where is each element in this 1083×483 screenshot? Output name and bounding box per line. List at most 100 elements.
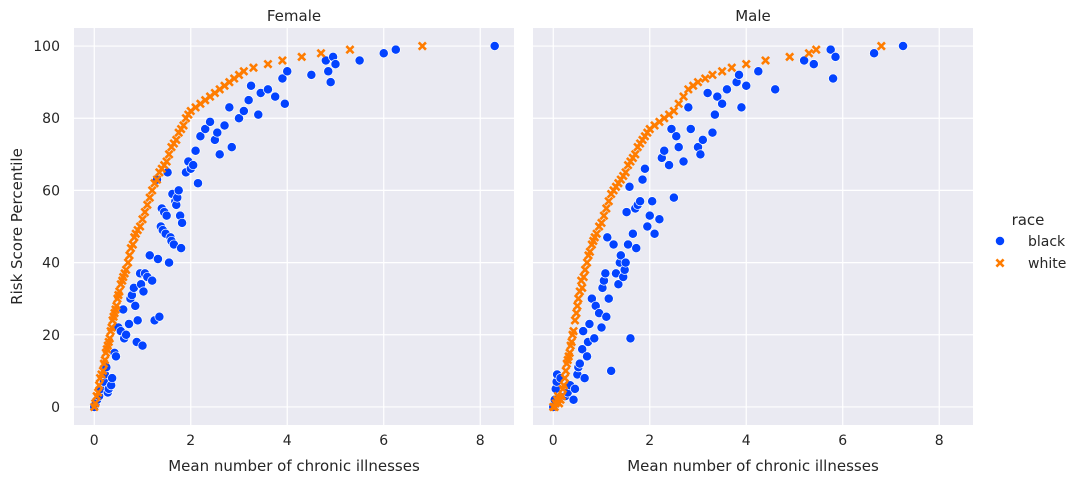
x-tick-label: 8 <box>476 433 485 449</box>
data-point-black <box>226 142 237 153</box>
data-point-black <box>238 106 249 116</box>
data-point-black <box>631 243 642 254</box>
data-point-white <box>573 294 583 304</box>
data-point-black <box>621 207 632 218</box>
data-point-black <box>830 51 841 62</box>
x-tick-label: 4 <box>742 433 751 449</box>
data-point-black <box>644 210 655 221</box>
data-point-white <box>717 66 727 76</box>
data-point-white <box>571 308 581 318</box>
data-point-black <box>224 102 235 113</box>
data-point-black <box>649 228 660 239</box>
y-tick-label: 20 <box>42 328 60 344</box>
data-point-black <box>601 311 612 322</box>
data-point-white <box>111 301 121 311</box>
data-point-white <box>135 221 145 232</box>
data-point-white <box>621 167 631 177</box>
data-point-black <box>707 127 718 138</box>
data-point-black <box>613 279 624 290</box>
y-tick-label: 80 <box>42 111 60 127</box>
data-point-black <box>243 95 254 106</box>
data-point-black <box>277 73 288 84</box>
data-point-black <box>734 69 744 80</box>
data-point-black <box>639 163 650 174</box>
data-point-black <box>323 66 334 77</box>
data-point-black <box>574 358 585 369</box>
data-point-white <box>152 175 162 185</box>
data-point-black <box>808 59 819 70</box>
data-point-white <box>128 240 138 250</box>
data-point-white <box>297 52 307 62</box>
data-point-white <box>700 74 710 84</box>
x-tick-label: 0 <box>90 433 99 449</box>
data-point-black <box>212 127 223 138</box>
x-tick-label: 2 <box>645 433 654 449</box>
data-point-white <box>123 258 133 268</box>
data-point-white <box>121 265 131 275</box>
data-point-black <box>770 84 781 95</box>
data-point-black <box>683 102 694 113</box>
data-point-white <box>601 203 611 213</box>
data-point-black <box>741 80 752 91</box>
data-point-black <box>721 84 732 95</box>
data-point-black <box>188 160 199 171</box>
data-point-white <box>572 301 582 311</box>
data-point-black <box>709 109 720 120</box>
data-point-black <box>627 228 638 239</box>
data-point-black <box>173 185 184 196</box>
data-point-black <box>354 55 365 66</box>
data-point-white <box>570 315 580 325</box>
data-point-black <box>195 131 206 142</box>
data-point-white <box>582 258 592 268</box>
data-point-black <box>642 221 653 232</box>
data-point-white <box>707 70 717 80</box>
data-point-black <box>577 344 588 355</box>
data-point-black <box>620 257 631 268</box>
data-point-white <box>592 229 602 239</box>
data-point-black <box>147 275 158 286</box>
data-point-black <box>107 373 118 384</box>
data-point-white <box>669 106 679 116</box>
data-point-white <box>239 66 249 76</box>
x-tick-label: 0 <box>549 433 558 449</box>
data-point-black <box>130 300 141 311</box>
legend-marker-white <box>995 258 1005 268</box>
data-point-black <box>668 192 679 203</box>
data-point-black <box>615 250 626 261</box>
data-point-black <box>111 351 121 362</box>
data-point-black <box>132 315 143 326</box>
data-point-white <box>142 200 152 210</box>
data-point-black <box>152 254 163 264</box>
legend-label-black: black <box>1028 234 1066 250</box>
legend-marker-black <box>995 236 1005 246</box>
data-point-black <box>685 124 696 135</box>
facet-title-female: Female <box>267 7 321 25</box>
data-point-white <box>263 59 273 69</box>
data-point-white <box>580 265 590 275</box>
data-point-white <box>90 398 100 408</box>
data-point-black <box>828 73 839 84</box>
data-point-white <box>145 193 155 203</box>
data-point-black <box>584 318 595 329</box>
data-point-white <box>557 391 567 401</box>
data-point-black <box>678 156 689 167</box>
data-point-black <box>325 77 336 88</box>
legend-title: race <box>1012 211 1045 229</box>
data-point-black <box>625 333 636 344</box>
data-point-white <box>585 247 595 257</box>
data-point-white <box>140 207 150 217</box>
data-point-black <box>673 142 684 153</box>
x-tick-label: 4 <box>283 433 292 449</box>
data-point-white <box>164 149 174 159</box>
data-point-black <box>654 214 665 225</box>
data-point-white <box>559 380 569 390</box>
data-point-white <box>811 45 821 55</box>
data-point-black <box>596 322 607 333</box>
data-point-black <box>253 109 264 120</box>
legend-label-white: white <box>1028 256 1066 272</box>
data-point-black <box>234 113 244 124</box>
data-point-black <box>330 59 341 70</box>
data-point-white <box>98 366 108 376</box>
data-point-white <box>94 380 104 390</box>
x-axis-title: Mean number of chronic illnesses <box>168 457 420 475</box>
